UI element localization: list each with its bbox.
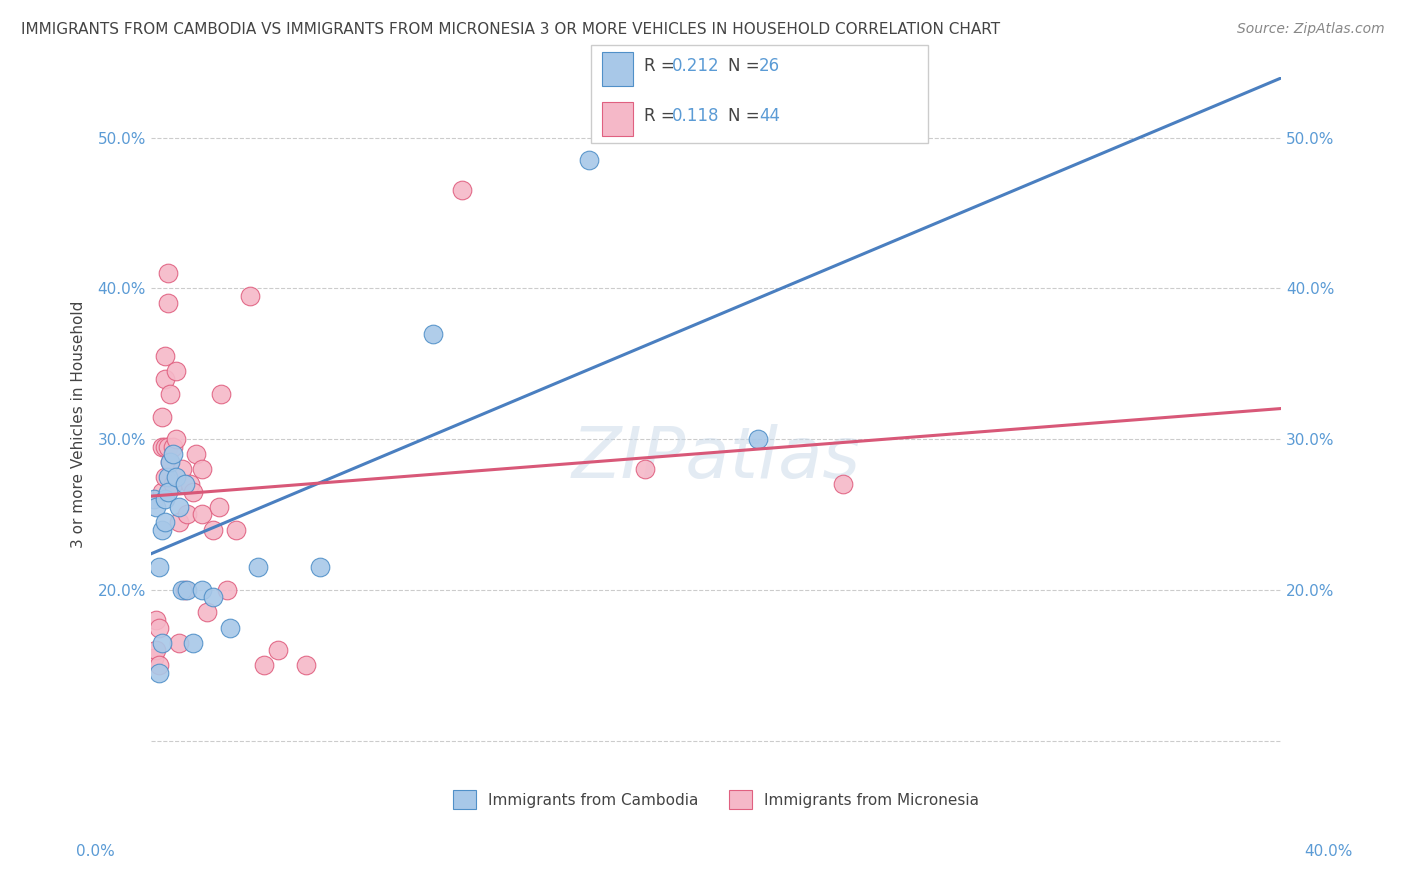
Point bbox=[190, 462, 212, 476]
Point bbox=[150, 484, 173, 499]
Point bbox=[218, 620, 240, 634]
Point bbox=[578, 153, 600, 168]
Point bbox=[153, 349, 176, 363]
Point bbox=[159, 455, 181, 469]
Text: 26: 26 bbox=[759, 57, 780, 76]
Point bbox=[173, 582, 195, 597]
Point bbox=[162, 477, 184, 491]
Point bbox=[153, 372, 176, 386]
Point bbox=[159, 455, 181, 469]
Point bbox=[145, 500, 167, 514]
Point bbox=[167, 515, 190, 529]
Point bbox=[176, 508, 198, 522]
Point bbox=[190, 508, 212, 522]
Point bbox=[239, 289, 262, 303]
Point bbox=[150, 635, 173, 649]
Point bbox=[170, 582, 193, 597]
Text: 44: 44 bbox=[759, 107, 780, 126]
Text: 40.0%: 40.0% bbox=[1305, 845, 1353, 859]
Point bbox=[747, 432, 769, 446]
Text: Source: ZipAtlas.com: Source: ZipAtlas.com bbox=[1237, 22, 1385, 37]
Point bbox=[247, 560, 270, 574]
Text: R =: R = bbox=[644, 57, 681, 76]
Point bbox=[209, 387, 232, 401]
Y-axis label: 3 or more Vehicles in Household: 3 or more Vehicles in Household bbox=[72, 301, 86, 548]
Point bbox=[153, 440, 176, 454]
Point bbox=[309, 560, 332, 574]
Point bbox=[450, 184, 472, 198]
Point bbox=[179, 477, 201, 491]
Text: 0.118: 0.118 bbox=[672, 107, 720, 126]
Point bbox=[184, 447, 207, 461]
Text: N =: N = bbox=[728, 57, 765, 76]
Point bbox=[167, 500, 190, 514]
Point bbox=[207, 500, 229, 514]
Point bbox=[165, 364, 187, 378]
Point bbox=[634, 462, 657, 476]
Point bbox=[150, 440, 173, 454]
Point bbox=[162, 440, 184, 454]
Point bbox=[253, 658, 276, 673]
Text: ZIPatlas: ZIPatlas bbox=[572, 425, 860, 493]
Point bbox=[195, 606, 218, 620]
Point bbox=[173, 477, 195, 491]
Point bbox=[165, 470, 187, 484]
Point bbox=[190, 582, 212, 597]
Point bbox=[170, 462, 193, 476]
Point bbox=[145, 643, 167, 657]
Text: 0.212: 0.212 bbox=[672, 57, 720, 76]
Point bbox=[422, 326, 444, 341]
Point bbox=[295, 658, 318, 673]
Point bbox=[201, 523, 224, 537]
Point bbox=[148, 560, 170, 574]
Point bbox=[176, 582, 198, 597]
Point bbox=[159, 387, 181, 401]
Point bbox=[181, 484, 204, 499]
Text: 0.0%: 0.0% bbox=[76, 845, 115, 859]
Point bbox=[181, 635, 204, 649]
Text: IMMIGRANTS FROM CAMBODIA VS IMMIGRANTS FROM MICRONESIA 3 OR MORE VEHICLES IN HOU: IMMIGRANTS FROM CAMBODIA VS IMMIGRANTS F… bbox=[21, 22, 1000, 37]
Point bbox=[156, 470, 179, 484]
Point bbox=[156, 296, 179, 310]
Point bbox=[201, 591, 224, 605]
Point bbox=[148, 658, 170, 673]
Point bbox=[142, 650, 165, 665]
Text: R =: R = bbox=[644, 107, 681, 126]
Point bbox=[162, 447, 184, 461]
Point bbox=[832, 477, 855, 491]
Text: N =: N = bbox=[728, 107, 765, 126]
Point bbox=[215, 582, 238, 597]
Point bbox=[153, 492, 176, 507]
Point bbox=[156, 440, 179, 454]
Point bbox=[165, 432, 187, 446]
Point bbox=[150, 409, 173, 424]
Point bbox=[148, 620, 170, 634]
Point bbox=[153, 470, 176, 484]
Point bbox=[156, 484, 179, 499]
Point bbox=[148, 665, 170, 680]
Point bbox=[150, 523, 173, 537]
Point bbox=[142, 492, 165, 507]
Point bbox=[153, 515, 176, 529]
Legend: Immigrants from Cambodia, Immigrants from Micronesia: Immigrants from Cambodia, Immigrants fro… bbox=[447, 784, 986, 815]
Point bbox=[156, 266, 179, 280]
Point bbox=[167, 635, 190, 649]
Point bbox=[267, 643, 290, 657]
Point bbox=[225, 523, 247, 537]
Point bbox=[145, 613, 167, 627]
